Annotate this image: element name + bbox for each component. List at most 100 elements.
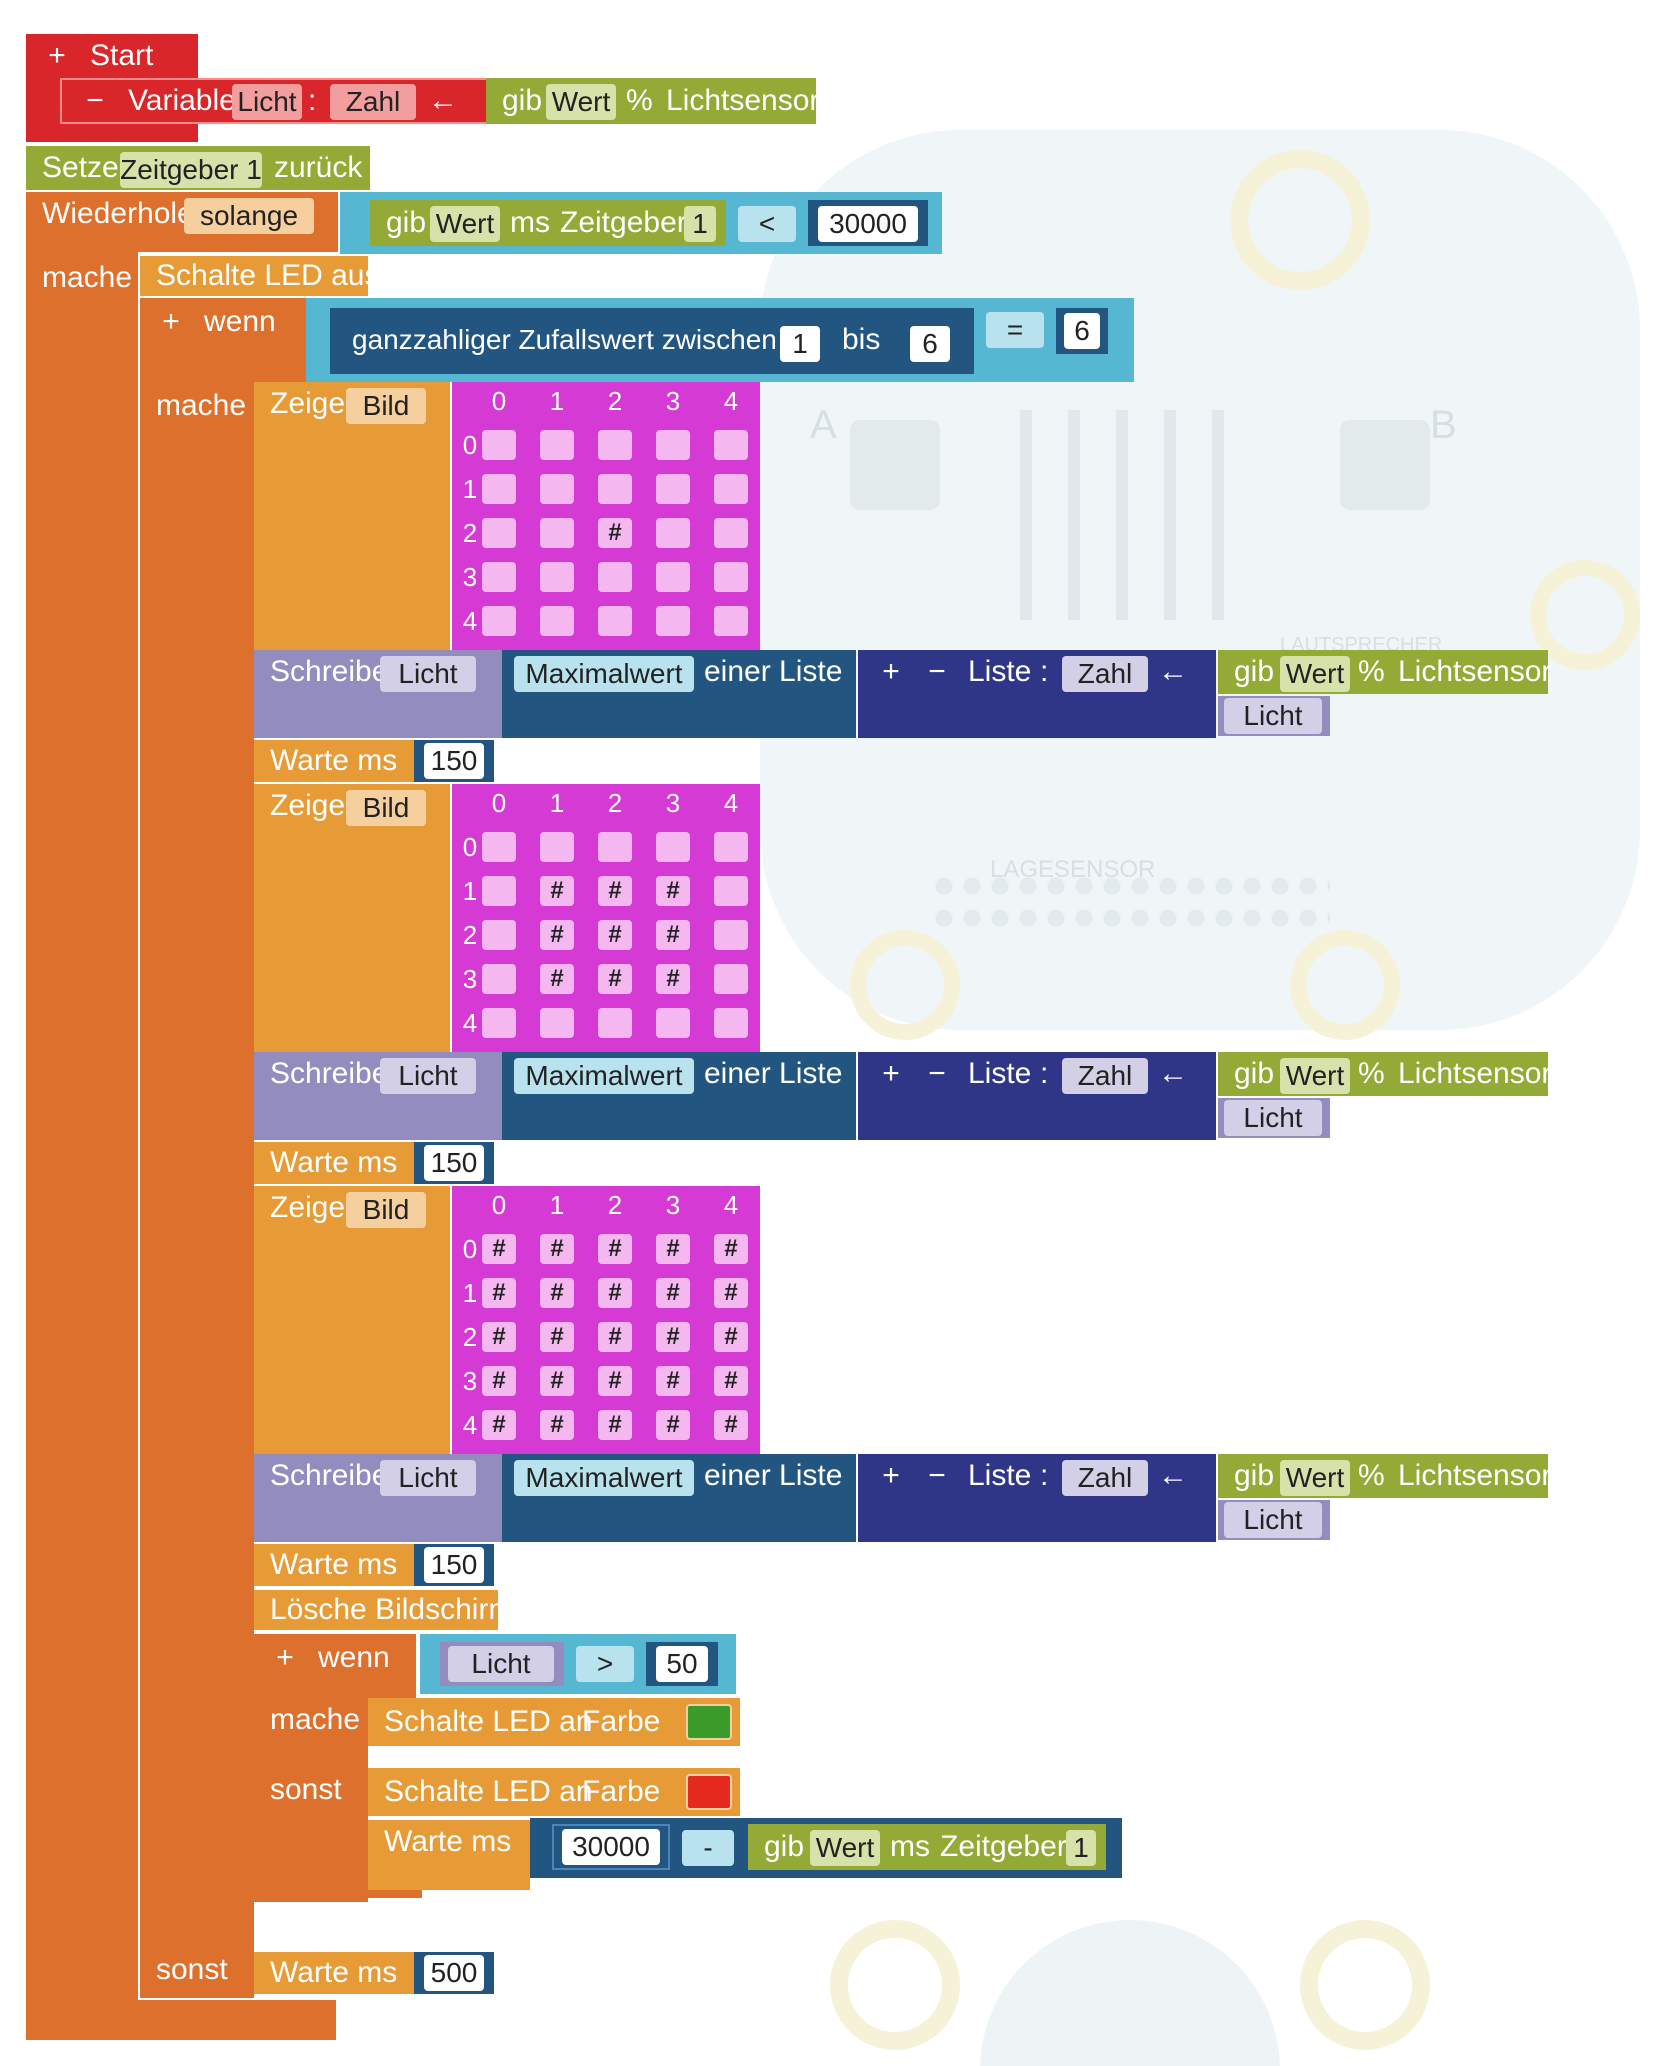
led-cell-on[interactable]: # <box>656 1234 690 1264</box>
led-cell-off[interactable] <box>540 1008 574 1038</box>
timer-field[interactable]: Zeitgeber 1 <box>120 152 262 188</box>
led-cell-off[interactable] <box>656 562 690 592</box>
wert-field[interactable]: Wert <box>430 206 500 242</box>
led-cell-off[interactable] <box>714 518 748 548</box>
led-cell-off[interactable] <box>714 562 748 592</box>
if-block[interactable] <box>140 298 310 382</box>
led-cell-off[interactable] <box>598 562 632 592</box>
bild-dropdown[interactable]: Bild <box>346 790 426 826</box>
number-30000[interactable]: 30000 <box>818 206 918 242</box>
led-cell-off[interactable] <box>482 832 516 862</box>
led-cell-off[interactable] <box>598 430 632 460</box>
variable-dropdown[interactable]: Licht <box>1224 1502 1322 1538</box>
led-cell-off[interactable] <box>482 876 516 906</box>
create-list-block[interactable] <box>858 650 1216 738</box>
led-cell-off[interactable] <box>540 606 574 636</box>
led-cell-off[interactable] <box>482 430 516 460</box>
light-sensor-block[interactable] <box>1218 1454 1548 1498</box>
led-cell-on[interactable]: # <box>482 1234 516 1264</box>
plus-icon[interactable]: + <box>276 1641 294 1674</box>
led-cell-on[interactable]: # <box>598 1410 632 1440</box>
wert-field[interactable]: Wert <box>810 1830 880 1866</box>
led-cell-off[interactable] <box>540 562 574 592</box>
plus-icon[interactable]: + <box>882 1057 900 1090</box>
led-cell-on[interactable]: # <box>482 1278 516 1308</box>
minus-icon[interactable]: − <box>928 1057 946 1090</box>
led-cell-off[interactable] <box>656 430 690 460</box>
maximalwert-dropdown[interactable]: Maximalwert <box>514 656 694 692</box>
led-cell-off[interactable] <box>714 474 748 504</box>
led-cell-off[interactable] <box>656 474 690 504</box>
led-cell-on[interactable]: # <box>540 964 574 994</box>
led-off-block[interactable] <box>140 256 368 296</box>
timer-value-block[interactable] <box>370 200 726 246</box>
variable-dropdown[interactable]: Licht <box>448 1646 554 1682</box>
wait-block[interactable] <box>368 1820 530 1890</box>
led-cell-on[interactable]: # <box>714 1322 748 1352</box>
led-cell-off[interactable] <box>598 474 632 504</box>
minus-icon[interactable]: − <box>86 84 104 117</box>
operator-dropdown[interactable]: < <box>738 206 796 242</box>
number-6[interactable]: 6 <box>1064 313 1100 349</box>
plus-icon[interactable]: + <box>48 39 66 72</box>
plus-icon[interactable]: + <box>882 1459 900 1492</box>
led-cell-off[interactable] <box>656 1008 690 1038</box>
led-cell-off[interactable] <box>482 920 516 950</box>
led-cell-on[interactable]: # <box>540 920 574 950</box>
arithmetic-operator-dropdown[interactable]: - <box>682 1830 734 1866</box>
led-cell-on[interactable]: # <box>540 1366 574 1396</box>
led-cell-off[interactable] <box>656 518 690 548</box>
type-dropdown[interactable]: Zahl <box>1062 1058 1148 1094</box>
show-image-block[interactable] <box>254 1186 450 1454</box>
led-cell-off[interactable] <box>482 964 516 994</box>
timer-number-field[interactable]: 1 <box>1066 1830 1096 1866</box>
type-dropdown[interactable]: Zahl <box>1062 656 1148 692</box>
led-cell-off[interactable] <box>714 920 748 950</box>
led-cell-off[interactable] <box>656 606 690 636</box>
variable-dropdown[interactable]: Licht <box>380 1058 476 1094</box>
led-cell-on[interactable]: # <box>598 876 632 906</box>
led-cell-on[interactable]: # <box>714 1366 748 1396</box>
clear-screen-block[interactable] <box>254 1590 498 1630</box>
led-cell-off[interactable] <box>598 832 632 862</box>
led-cell-on[interactable]: # <box>598 1234 632 1264</box>
led-cell-on[interactable]: # <box>714 1410 748 1440</box>
image-grid[interactable] <box>452 1186 760 1454</box>
wert-field[interactable]: Wert <box>1280 656 1350 692</box>
led-cell-on[interactable]: # <box>540 1234 574 1264</box>
led-cell-off[interactable] <box>482 562 516 592</box>
number-500[interactable]: 500 <box>424 1955 484 1991</box>
led-cell-on[interactable]: # <box>540 1278 574 1308</box>
led-cell-on[interactable]: # <box>656 964 690 994</box>
number-50[interactable]: 50 <box>656 1646 708 1682</box>
led-cell-off[interactable] <box>714 1008 748 1038</box>
type-dropdown[interactable]: Zahl <box>1062 1460 1148 1496</box>
led-cell-off[interactable] <box>482 606 516 636</box>
wert-field[interactable]: Wert <box>1280 1460 1350 1496</box>
random-max-field[interactable]: 6 <box>910 326 950 362</box>
led-cell-on[interactable]: # <box>656 920 690 950</box>
operator-dropdown[interactable]: = <box>986 312 1044 348</box>
led-cell-off[interactable] <box>714 964 748 994</box>
led-cell-off[interactable] <box>540 518 574 548</box>
led-cell-on[interactable]: # <box>598 1322 632 1352</box>
minus-icon[interactable]: − <box>928 655 946 688</box>
led-cell-on[interactable]: # <box>656 1410 690 1440</box>
create-list-block[interactable] <box>858 1052 1216 1140</box>
plus-icon[interactable]: + <box>162 305 180 338</box>
led-cell-off[interactable] <box>714 430 748 460</box>
led-cell-on[interactable]: # <box>482 1366 516 1396</box>
variable-dropdown[interactable]: Licht <box>1224 698 1322 734</box>
random-min-field[interactable]: 1 <box>780 326 820 362</box>
operator-dropdown[interactable]: > <box>576 1646 634 1682</box>
wert-field[interactable]: Wert <box>1280 1058 1350 1094</box>
minus-icon[interactable]: − <box>928 1459 946 1492</box>
led-cell-on[interactable]: # <box>714 1278 748 1308</box>
timer-number-field[interactable]: 1 <box>684 206 716 242</box>
led-cell-on[interactable]: # <box>598 920 632 950</box>
variable-dropdown[interactable]: Licht <box>380 656 476 692</box>
bild-dropdown[interactable]: Bild <box>346 388 426 424</box>
led-cell-off[interactable] <box>714 832 748 862</box>
maximalwert-dropdown[interactable]: Maximalwert <box>514 1058 694 1094</box>
wert-field[interactable]: Wert <box>546 84 616 120</box>
